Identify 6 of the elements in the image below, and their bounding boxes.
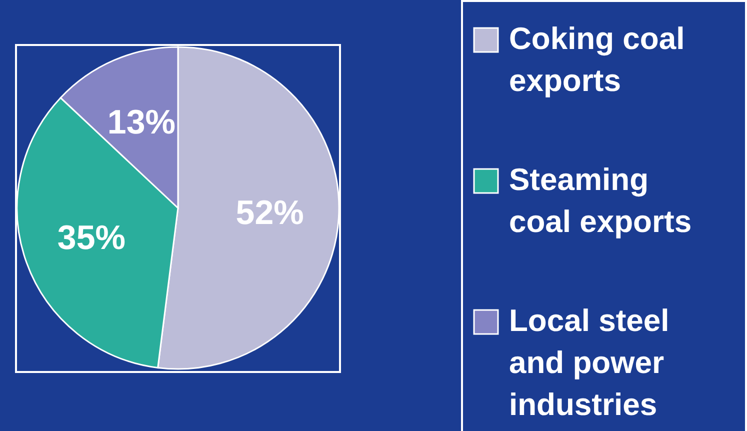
legend-label: Coking coal exports bbox=[509, 21, 685, 98]
data-label: 35% bbox=[57, 219, 126, 258]
data-label: 13% bbox=[107, 104, 176, 142]
data-label: 52% bbox=[236, 194, 304, 232]
legend-label: Steaming coal exports bbox=[509, 162, 692, 239]
legend-label: Local steel and power industries bbox=[509, 303, 670, 422]
